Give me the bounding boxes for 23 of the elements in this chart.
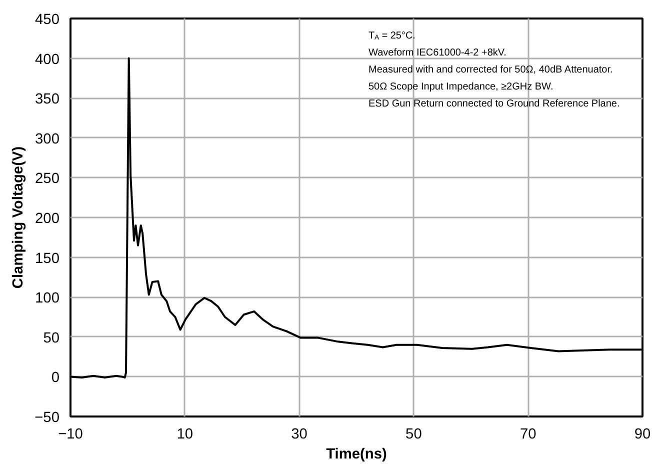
annotation: ESD Gun Return connected to Ground Reference Plane. — [368, 98, 620, 110]
y-tick-label: 100 — [35, 290, 60, 307]
y-tick-label: 300 — [35, 131, 60, 148]
x-tick-label: 50 — [406, 426, 422, 442]
x-tick-label: 10 — [176, 426, 194, 442]
annotation: 50Ω Scope Input Impedance, ≥2GHz BW. — [368, 82, 554, 92]
y-tick-label: 350 — [35, 92, 60, 108]
y-tick-label: 150 — [35, 250, 60, 267]
y-tick-label: −50 — [34, 410, 60, 426]
y-tick-label: 250 — [35, 171, 60, 188]
x-tick-label: 70 — [520, 426, 536, 442]
y-axis-title: Clamping Voltage(V) — [10, 146, 27, 289]
y-tick-label: 450 — [35, 12, 60, 28]
x-tick-label: 30 — [291, 426, 308, 442]
annotation: Waveform IEC61000-4-2 +8kV. — [368, 48, 506, 58]
annotation: Measured with and corrected for 50Ω, 40dB Attenuator. — [368, 64, 613, 76]
y-tick-label: 0 — [51, 370, 60, 386]
y-tick-label: 200 — [35, 211, 60, 227]
x-tick-label: 90 — [634, 426, 651, 442]
y-tick-label: 50 — [43, 330, 60, 346]
x-axis-title: Time(ns) — [326, 446, 388, 462]
y-tick-label: 400 — [35, 52, 60, 68]
x-tick-label: −10 — [58, 426, 83, 442]
